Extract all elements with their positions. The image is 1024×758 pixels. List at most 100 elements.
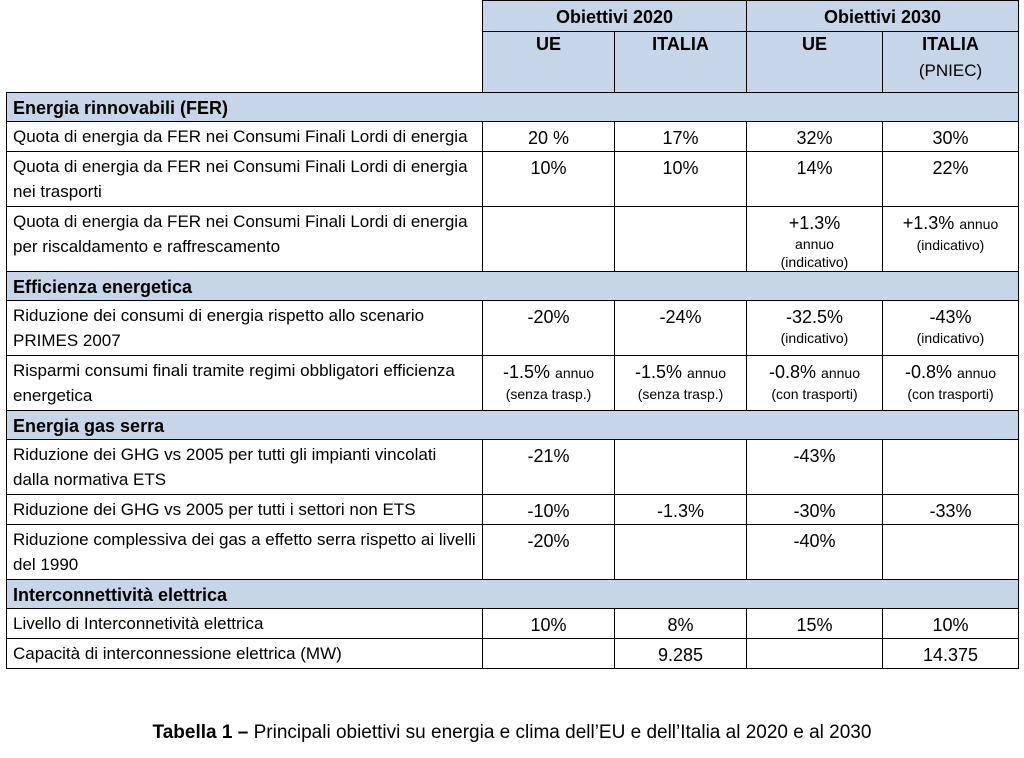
- cell-value: -1.5%: [503, 362, 551, 382]
- cell-ue-2020: [482, 638, 615, 669]
- header-italia-2020: ITALIA: [614, 31, 747, 93]
- caption-text: Principali obiettivi su energia e clima …: [248, 722, 872, 743]
- cell-value: -0.8%: [905, 362, 953, 382]
- cell-italia-2030: -0.8% annuo (con trasporti): [882, 355, 1019, 411]
- cell-note: (indicativo): [780, 254, 849, 270]
- section-ghg: Energia gas serra: [6, 410, 1019, 440]
- header-italia-2030: ITALIA (PNIEC): [882, 31, 1019, 93]
- cell-value: -32.5%: [785, 307, 844, 327]
- table-row: Riduzione dei GHG vs 2005 per tutti i se…: [6, 494, 1019, 525]
- header-pniec-note: (PNIEC): [918, 61, 983, 80]
- cell-ue-2030: [746, 638, 883, 669]
- cell-note: (senza trasp.): [505, 386, 592, 402]
- row-label: Quota di energia da FER nei Consumi Fina…: [6, 151, 483, 207]
- table-row: Riduzione complessiva dei gas a effetto …: [6, 524, 1019, 580]
- header-2030: Obiettivi 2030: [746, 0, 1019, 32]
- cell-ue-2020: 10%: [482, 151, 615, 207]
- cell-ue-2030: -32.5% (indicativo): [746, 300, 883, 356]
- cell-note: (indicativo): [780, 330, 849, 346]
- objectives-table: Obiettivi 2020 Obiettivi 2030 UE ITALIA …: [6, 0, 1019, 669]
- cell-ue-2030: -43%: [746, 439, 883, 495]
- cell-italia-2030: 30%: [882, 121, 1019, 152]
- objectives-table-container: Obiettivi 2020 Obiettivi 2030 UE ITALIA …: [6, 0, 1019, 669]
- table-row: Quota di energia da FER nei Consumi Fina…: [6, 151, 1019, 207]
- cell-italia-2020: [614, 524, 747, 580]
- table-row: Riduzione dei GHG vs 2005 per tutti gli …: [6, 439, 1019, 495]
- row-label: Capacità di interconnessione elettrica (…: [6, 638, 483, 669]
- cell-ue-2020: -21%: [482, 439, 615, 495]
- cell-inline-note: annuo: [957, 365, 996, 381]
- cell-ue-2020: [482, 206, 615, 272]
- cell-value: +1.3%: [902, 213, 955, 233]
- cell-italia-2030: -33%: [882, 494, 1019, 525]
- cell-italia-2030: +1.3% annuo (indicativo): [882, 206, 1019, 272]
- row-label: Risparmi consumi finali tramite regimi o…: [6, 355, 483, 411]
- cell-note: (con trasporti): [771, 386, 858, 402]
- cell-italia-2020: 17%: [614, 121, 747, 152]
- section-title: Efficienza energetica: [6, 271, 1019, 301]
- cell-ue-2020: -10%: [482, 494, 615, 525]
- row-label: Riduzione dei consumi di energia rispett…: [6, 300, 483, 356]
- table-row: Riduzione dei consumi di energia rispett…: [6, 300, 1019, 356]
- cell-italia-2020: 8%: [614, 608, 747, 639]
- cell-ue-2020: -20%: [482, 524, 615, 580]
- cell-inline-note: annuo: [555, 365, 594, 381]
- cell-inline-note: annuo: [687, 365, 726, 381]
- row-label: Quota di energia da FER nei Consumi Fina…: [6, 206, 483, 272]
- section-title: Energia rinnovabili (FER): [6, 92, 1019, 122]
- cell-italia-2030: 14.375: [882, 638, 1019, 669]
- cell-ue-2020: 10%: [482, 608, 615, 639]
- cell-italia-2020: 9.285: [614, 638, 747, 669]
- table-row: Livello di Interconnetività elettrica 10…: [6, 608, 1019, 639]
- cell-italia-2020: -24%: [614, 300, 747, 356]
- cell-note: (con trasporti): [907, 386, 994, 402]
- cell-italia-2020: 10%: [614, 151, 747, 207]
- header-2020: Obiettivi 2020: [482, 0, 747, 32]
- row-label: Quota di energia da FER nei Consumi Fina…: [6, 121, 483, 152]
- row-label: Riduzione dei GHG vs 2005 per tutti i se…: [6, 494, 483, 525]
- cell-ue-2030: 32%: [746, 121, 883, 152]
- cell-value: -1.5%: [635, 362, 683, 382]
- cell-italia-2020: -1.3%: [614, 494, 747, 525]
- section-interconnection: Interconnettività elettrica: [6, 579, 1019, 609]
- cell-italia-2030: [882, 439, 1019, 495]
- section-efficiency: Efficienza energetica: [6, 271, 1019, 301]
- cell-value: +1.3%: [788, 213, 841, 233]
- cell-note: (senza trasp.): [637, 386, 724, 402]
- cell-italia-2030: [882, 524, 1019, 580]
- cell-ue-2020: -1.5% annuo (senza trasp.): [482, 355, 615, 411]
- cell-italia-2020: -1.5% annuo (senza trasp.): [614, 355, 747, 411]
- header-ue-2020: UE: [482, 31, 615, 93]
- cell-note: annuo: [795, 236, 834, 252]
- section-title: Interconnettività elettrica: [6, 579, 1019, 609]
- cell-italia-2020: [614, 439, 747, 495]
- table-row: Risparmi consumi finali tramite regimi o…: [6, 355, 1019, 411]
- cell-italia-2020: [614, 206, 747, 272]
- caption-prefix: Tabella 1 –: [152, 722, 249, 743]
- header-blank: [6, 0, 483, 93]
- cell-italia-2030: -43% (indicativo): [882, 300, 1019, 356]
- cell-ue-2030: 14%: [746, 151, 883, 207]
- cell-ue-2030: -30%: [746, 494, 883, 525]
- cell-ue-2030: +1.3% annuo (indicativo): [746, 206, 883, 272]
- row-label: Riduzione complessiva dei gas a effetto …: [6, 524, 483, 580]
- row-label: Livello di Interconnetività elettrica: [6, 608, 483, 639]
- cell-inline-note: annuo: [821, 365, 860, 381]
- cell-note: (indicativo): [916, 330, 985, 346]
- cell-note: (indicativo): [916, 237, 985, 253]
- section-fer: Energia rinnovabili (FER): [6, 92, 1019, 122]
- table-row: Quota di energia da FER nei Consumi Fina…: [6, 206, 1019, 272]
- cell-ue-2020: 20 %: [482, 121, 615, 152]
- cell-italia-2030: 22%: [882, 151, 1019, 207]
- cell-ue-2020: -20%: [482, 300, 615, 356]
- cell-ue-2030: 15%: [746, 608, 883, 639]
- cell-value: -43%: [929, 307, 972, 327]
- cell-ue-2030: -0.8% annuo (con trasporti): [746, 355, 883, 411]
- header-group-row: Obiettivi 2020 Obiettivi 2030: [6, 0, 1019, 93]
- table-caption: Tabella 1 – Principali obiettivi su ener…: [0, 722, 1024, 744]
- header-sub-row: UE ITALIA UE ITALIA (PNIEC): [7, 31, 1019, 93]
- row-label: Riduzione dei GHG vs 2005 per tutti gli …: [6, 439, 483, 495]
- header-ue-2030: UE: [746, 31, 883, 93]
- cell-value: -0.8%: [769, 362, 817, 382]
- cell-ue-2030: -40%: [746, 524, 883, 580]
